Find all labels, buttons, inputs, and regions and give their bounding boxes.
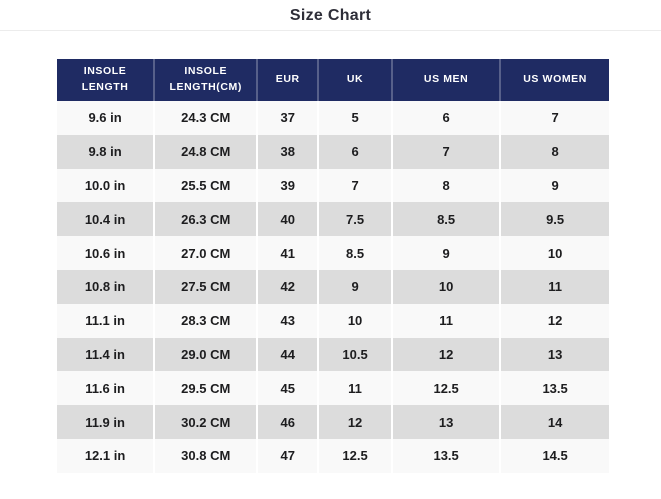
cell: 14 [499, 405, 609, 439]
cell: 9.6 in [88, 110, 122, 126]
cell: 45 [256, 371, 319, 406]
table-row: 11.4 in 29.0 CM 44 10.5 12 13 [57, 337, 609, 372]
cell: 7.5 [317, 202, 393, 237]
cell: 7 [391, 134, 501, 169]
cell: 10.4 in [84, 211, 126, 227]
cell: 30.2 CM [153, 405, 258, 439]
page-title: Size Chart [289, 7, 372, 24]
cell: 8 [391, 168, 501, 203]
cell: 9.8 in [88, 144, 122, 160]
column-header: US MEN [391, 59, 501, 101]
cell: 25.5 CM [153, 168, 258, 203]
cell: 8 [499, 134, 609, 169]
page-header: Size Chart [0, 0, 661, 31]
table-row: 11.6 in 29.5 CM 45 11 12.5 13.5 [57, 371, 609, 406]
cell: 10.8 in [84, 279, 126, 295]
size-table-body: 9.6 in 24.3 CM 37 5 6 7 9.8 in 24.8 CM 38 6 7 8 10.0… [57, 101, 609, 473]
table-row: 11.9 in 30.2 CM 46 12 13 14 [57, 405, 609, 439]
table-row: 9.8 in 24.8 CM 38 6 7 8 [57, 134, 609, 169]
cell: 26.3 CM [153, 202, 258, 237]
cell: 11.1 in [85, 313, 125, 329]
cell: 11 [317, 371, 393, 406]
cell: 42 [256, 269, 319, 304]
cell: 10 [391, 269, 501, 304]
cell: 5 [317, 101, 393, 135]
cell: 10.5 [317, 337, 393, 372]
cell: 9.5 [499, 202, 609, 237]
cell: 11 [391, 303, 501, 338]
cell: 24.8 CM [153, 134, 258, 169]
cell: 27.5 CM [153, 269, 258, 304]
table-row: 10.6 in 27.0 CM 41 8.5 9 10 [57, 236, 609, 270]
cell: 9 [317, 269, 393, 304]
cell: 27.0 CM [153, 236, 258, 270]
cell: 12.5 [317, 438, 393, 473]
size-table-header: INSOLE LENGTH INSOLE LENGTH(CM) EUR UK US ME… [57, 59, 609, 101]
cell: 13 [499, 337, 609, 372]
cell: 28.3 CM [153, 303, 258, 338]
cell: 12 [317, 405, 393, 439]
cell: 7 [317, 168, 393, 203]
cell: 29.5 CM [153, 371, 258, 406]
cell: 46 [256, 405, 319, 439]
cell: 39 [256, 168, 319, 203]
header-row: INSOLE LENGTH INSOLE LENGTH(CM) EUR UK US ME… [57, 59, 609, 101]
cell: 10 [499, 236, 609, 270]
cell: 37 [256, 101, 319, 135]
cell: 12 [391, 337, 501, 372]
table-row: 12.1 in 30.8 CM 47 12.5 13.5 14.5 [57, 438, 609, 473]
cell: 10.6 in [84, 245, 126, 261]
cell: 30.8 CM [153, 438, 258, 473]
cell: 40 [256, 202, 319, 237]
size-chart-container: INSOLE LENGTH INSOLE LENGTH(CM) EUR UK US ME… [57, 59, 609, 473]
cell: 11.6 in [85, 380, 125, 396]
cell: 11.9 in [85, 414, 125, 430]
cell: 9 [391, 236, 501, 270]
table-row: 10.4 in 26.3 CM 40 7.5 8.5 9.5 [57, 202, 609, 237]
cell: 11 [499, 269, 609, 304]
cell: 41 [256, 236, 319, 270]
cell: 10.0 in [84, 177, 126, 193]
cell: 13.5 [499, 371, 609, 406]
cell: 13.5 [391, 438, 501, 473]
table-row: 11.1 in 28.3 CM 43 10 11 12 [57, 303, 609, 338]
table-row: 9.6 in 24.3 CM 37 5 6 7 [57, 101, 609, 135]
cell: 14.5 [499, 438, 609, 473]
table-row: 10.0 in 25.5 CM 39 7 8 9 [57, 168, 609, 203]
cell: 6 [317, 134, 393, 169]
cell: 43 [256, 303, 319, 338]
cell: 12.1 in [84, 448, 126, 464]
cell: 47 [256, 438, 319, 473]
column-header: INSOLE LENGTH(CM) [153, 59, 258, 101]
cell: 12 [499, 303, 609, 338]
cell: 7 [499, 101, 609, 135]
size-table: INSOLE LENGTH INSOLE LENGTH(CM) EUR UK US ME… [57, 59, 609, 473]
cell: 29.0 CM [153, 337, 258, 372]
table-row: 10.8 in 27.5 CM 42 9 10 11 [57, 269, 609, 304]
cell: 8.5 [391, 202, 501, 237]
cell: 8.5 [317, 236, 393, 270]
column-header: EUR [256, 59, 319, 101]
cell: 13 [391, 405, 501, 439]
cell: 11.4 in [85, 346, 125, 362]
cell: 6 [391, 101, 501, 135]
column-header: US WOMEN [499, 59, 609, 101]
cell: 24.3 CM [153, 101, 258, 135]
cell: 12.5 [391, 371, 501, 406]
cell: 9 [499, 168, 609, 203]
cell: 10 [317, 303, 393, 338]
column-header: INSOLE LENGTH [57, 59, 155, 101]
cell: 38 [256, 134, 319, 169]
cell: 44 [256, 337, 319, 372]
column-header: UK [317, 59, 393, 101]
